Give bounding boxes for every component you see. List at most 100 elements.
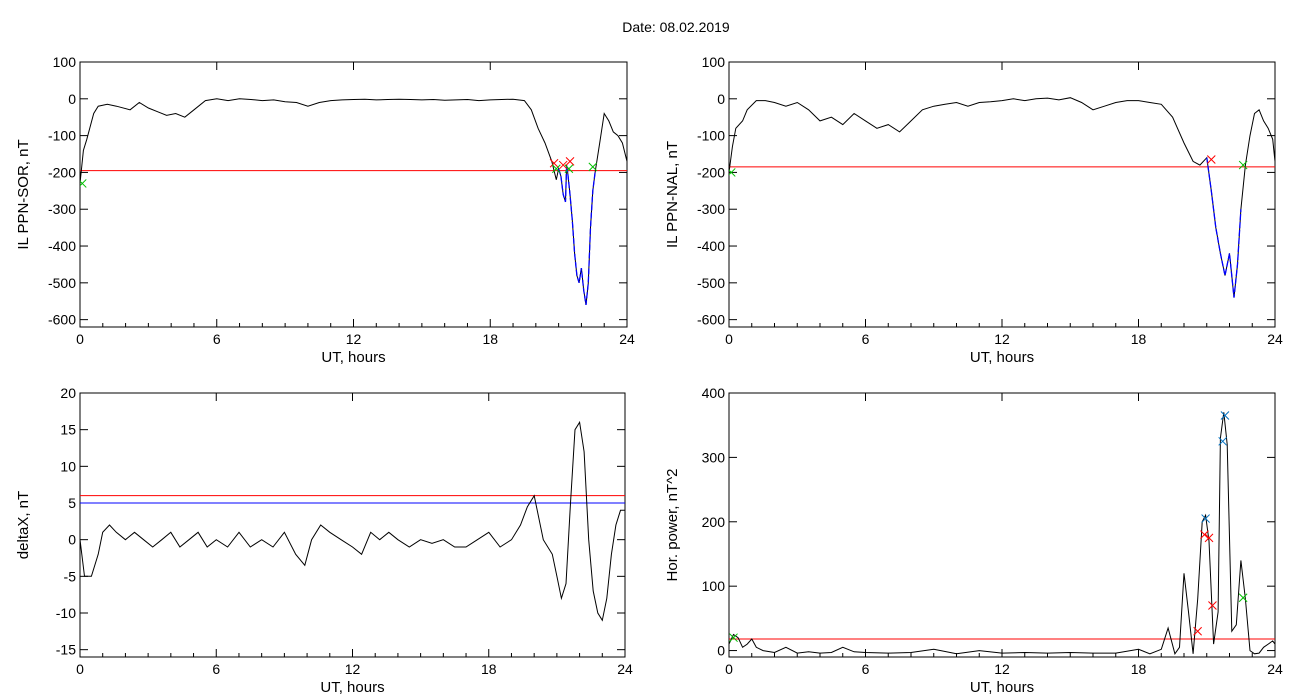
marker-green-b <box>564 164 574 174</box>
marker-blue <box>1201 514 1210 523</box>
y-tick-label: -200 <box>48 164 76 180</box>
x-tick-label: 18 <box>1131 331 1147 347</box>
y-tick-label: 0 <box>68 91 76 107</box>
marker-red <box>1193 626 1203 636</box>
marker-green-b <box>80 179 87 187</box>
marker-green-b <box>1238 593 1248 603</box>
y-tick-label: -400 <box>697 238 725 254</box>
y-tick-label: 20 <box>60 385 76 401</box>
marker-blue-b <box>1201 514 1210 523</box>
y-tick-label: 0 <box>717 643 725 659</box>
marker-red <box>1206 155 1216 164</box>
x-tick-label: 24 <box>1267 661 1283 677</box>
marker-green <box>564 164 574 174</box>
marker-green-b <box>551 164 561 174</box>
marker-blue-b <box>1218 436 1228 446</box>
y-tick-label: 5 <box>68 495 76 511</box>
y-tick-label: -10 <box>56 605 76 621</box>
marker-red <box>549 158 559 168</box>
y-tick-label: -300 <box>697 201 725 217</box>
marker-blue <box>1218 436 1228 446</box>
y-tick-label: -400 <box>48 238 76 254</box>
marker-green <box>1238 593 1248 603</box>
plot-frame <box>728 392 1276 658</box>
x-tick-label: 12 <box>994 331 1010 347</box>
series-line <box>80 98 627 305</box>
x-axis-label: UT, hours <box>970 349 1034 366</box>
marker-red-b <box>565 157 575 166</box>
y-axis-label: IL PPN-NAL, nT <box>664 141 681 248</box>
y-tick-label: -100 <box>48 128 76 144</box>
plot-area <box>729 411 1275 655</box>
marker-red <box>565 157 575 166</box>
y-tick-label: 300 <box>702 449 726 465</box>
y-tick-label: 10 <box>60 458 76 474</box>
marker-red <box>558 160 568 170</box>
series-highlight <box>557 165 596 306</box>
x-tick-label: 24 <box>1267 331 1283 347</box>
marker-red-b <box>1200 530 1209 540</box>
plot-frame <box>728 61 1276 328</box>
chart-sor: 0 6 12 18 24 100 0 -100 -200 -300 -400 -500 -600 UT, … <box>15 54 635 366</box>
marker-red-b <box>1208 601 1217 610</box>
marker-red-b <box>1204 533 1214 543</box>
plot-area <box>80 98 627 306</box>
plot-area <box>80 420 625 622</box>
y-tick-label: 100 <box>53 54 77 70</box>
plot-area <box>729 97 1275 298</box>
y-tick-label: -600 <box>48 312 76 328</box>
marker-red <box>1204 533 1214 543</box>
x-tick-label: 6 <box>212 661 220 677</box>
marker-green-b <box>1238 160 1248 170</box>
y-axis-label: deltaX, nT <box>15 491 32 559</box>
y-tick-label: -100 <box>697 128 725 144</box>
y-axis-label: IL PPN-SOR, nT <box>15 139 32 249</box>
x-tick-label: 18 <box>482 331 498 347</box>
series-line <box>80 420 625 622</box>
plot-frame <box>79 392 626 658</box>
marker-red-b <box>1193 626 1203 636</box>
page-title: Date: 08.02.2019 <box>0 19 1300 35</box>
marker-blue <box>1220 411 1230 420</box>
date-value: 08.02.2019 <box>659 19 730 35</box>
y-tick-label: 15 <box>60 422 76 438</box>
y-axis-label: Hor. power, nT^2 <box>664 469 681 582</box>
marker-green-b <box>588 162 598 172</box>
marker-red-b <box>549 158 559 168</box>
x-tick-label: 6 <box>862 661 870 677</box>
x-tick-label: 6 <box>213 331 221 347</box>
y-tick-label: -200 <box>697 164 725 180</box>
series-line <box>729 412 1275 655</box>
y-tick-label: -300 <box>48 201 76 217</box>
chart-power: 0 6 12 18 24 400 300 200 100 0 UT, hours Hor. power… <box>664 385 1283 696</box>
x-tick-label: 24 <box>619 331 635 347</box>
series-line <box>729 97 1275 298</box>
marker-red <box>1200 530 1209 540</box>
y-tick-label: 0 <box>717 91 725 107</box>
x-tick-label: 18 <box>481 661 497 677</box>
marker-green <box>729 633 738 643</box>
marker-green <box>80 179 87 188</box>
marker-green-b <box>729 633 738 643</box>
x-axis-label: UT, hours <box>970 679 1034 696</box>
chart-deltax: 0 6 12 18 24 20 15 10 5 0 -5 -10 -15 UT, hours deltaX,… <box>15 385 633 696</box>
y-tick-label: 100 <box>702 54 726 70</box>
y-tick-label: -5 <box>64 568 77 584</box>
marker-green <box>1238 160 1248 170</box>
date-label: Date: <box>622 19 656 35</box>
x-tick-label: 6 <box>862 331 870 347</box>
marker-green-b <box>729 168 736 176</box>
marker-blue-b <box>1220 411 1230 420</box>
y-tick-label: 200 <box>702 514 726 530</box>
x-axis-label: UT, hours <box>321 349 385 366</box>
y-tick-label: -15 <box>56 642 76 658</box>
marker-red-b <box>558 160 568 170</box>
x-tick-label: 12 <box>346 331 362 347</box>
chart-nal: 0 6 12 18 24 100 0 -100 -200 -300 -400 -500 -600 UT, … <box>664 54 1283 366</box>
y-tick-label: 100 <box>702 578 726 594</box>
x-tick-label: 0 <box>725 661 733 677</box>
x-tick-label: 12 <box>994 661 1010 677</box>
series-highlight <box>1206 157 1242 298</box>
plot-frame <box>79 61 628 328</box>
